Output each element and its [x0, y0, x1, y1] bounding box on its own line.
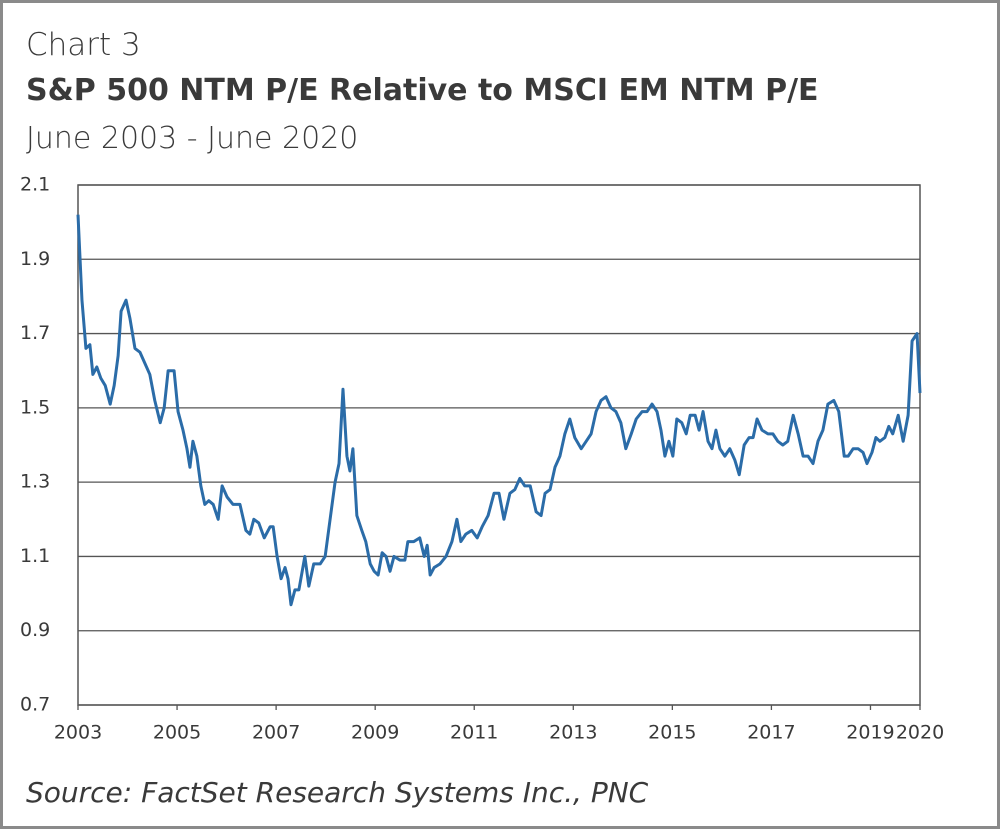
y-tick-label: 0.7	[20, 694, 50, 716]
x-tick-label: 2003	[54, 722, 102, 744]
y-tick-label: 1.1	[20, 545, 50, 567]
chart-title: S&P 500 NTM P/E Relative to MSCI EM NTM …	[26, 73, 819, 108]
x-tick-label: 2007	[252, 722, 300, 744]
y-tick-label: 1.7	[20, 322, 50, 344]
x-tick-label: 2013	[549, 722, 597, 744]
chart-label: Chart 3	[26, 27, 141, 63]
x-tick-label: 2020	[896, 722, 944, 744]
y-tick-label: 0.9	[20, 619, 50, 641]
y-tick-label: 1.5	[20, 396, 50, 418]
x-tick-label: 2017	[747, 722, 795, 744]
x-tick-label: 2005	[153, 722, 201, 744]
plot-border	[77, 184, 921, 706]
x-tick-label: 2015	[648, 722, 696, 744]
source-note: Source: FactSet Research Systems Inc., P…	[26, 776, 649, 809]
x-tick-label: 2009	[351, 722, 399, 744]
x-tick-label: 2019	[846, 722, 894, 744]
chart-subtitle: June 2003 - June 2020	[26, 121, 358, 156]
y-tick-label: 1.9	[20, 248, 50, 270]
data-line	[76, 214, 922, 607]
y-tick-label: 2.1	[20, 174, 50, 196]
y-tick-label: 1.3	[20, 471, 50, 493]
x-tick-label: 2011	[450, 722, 498, 744]
